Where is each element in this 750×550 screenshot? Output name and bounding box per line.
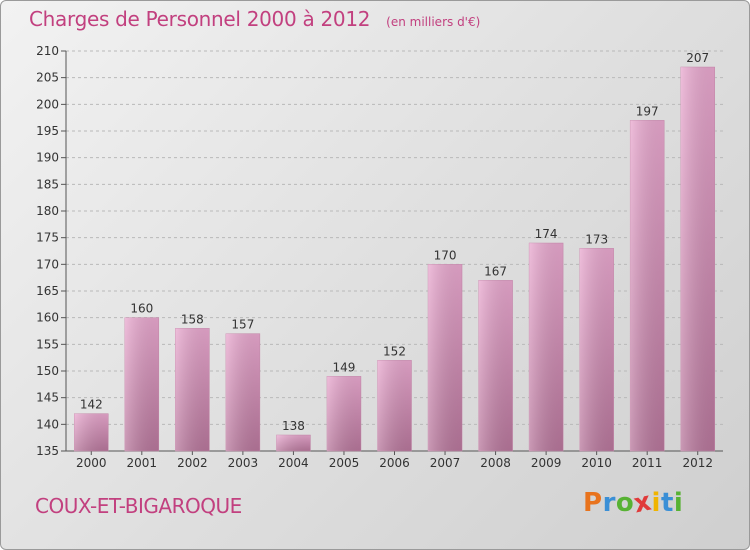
- y-tick-label: 185: [36, 177, 59, 191]
- x-tick-label-2009: 2009: [531, 456, 562, 470]
- bar-shade-2000: [74, 413, 109, 451]
- bar-shade-2001: [124, 317, 159, 451]
- y-tick-label: 195: [36, 124, 59, 138]
- logo-letter: i: [651, 488, 661, 518]
- data-label-2004: 138: [282, 419, 305, 433]
- y-tick-label: 170: [36, 257, 59, 271]
- bar-shade-2003: [225, 333, 260, 451]
- y-tick-label: 210: [36, 44, 59, 58]
- y-tick-label: 180: [36, 204, 59, 218]
- logo-letter: o: [615, 488, 635, 518]
- title-row: Charges de Personnel 2000 à 2012 (en mill…: [29, 7, 480, 31]
- bar-shade-2002: [175, 328, 210, 451]
- logo-letter: t: [660, 488, 674, 518]
- x-tick-label-2008: 2008: [480, 456, 511, 470]
- y-tick-label: 135: [36, 444, 59, 458]
- bar-shade-2004: [276, 435, 311, 451]
- data-label-2007: 170: [434, 248, 457, 262]
- data-label-2001: 160: [130, 302, 153, 316]
- bar-shade-2006: [377, 360, 412, 451]
- y-tick-label: 165: [36, 284, 59, 298]
- data-label-2011: 197: [636, 104, 659, 118]
- y-tick-label: 160: [36, 311, 59, 325]
- data-label-2009: 174: [535, 227, 558, 241]
- y-tick-label: 155: [36, 337, 59, 351]
- data-label-2006: 152: [383, 344, 406, 358]
- x-tick-label-2001: 2001: [127, 456, 158, 470]
- commune-name: COUX-ET-BIGAROQUE: [35, 494, 242, 518]
- bar-shade-2009: [529, 243, 564, 451]
- data-label-2010: 173: [585, 232, 608, 246]
- chart-subtitle: (en milliers d'€): [386, 15, 481, 29]
- x-tick-label-2010: 2010: [581, 456, 612, 470]
- bar-shade-2010: [579, 248, 614, 451]
- x-tick-label-2000: 2000: [76, 456, 107, 470]
- x-tick-label-2002: 2002: [177, 456, 208, 470]
- x-tick-label-2006: 2006: [379, 456, 410, 470]
- logo-letter: r: [602, 488, 616, 518]
- y-tick-label: 190: [36, 151, 59, 165]
- logo-letter: P: [583, 488, 603, 518]
- y-tick-label: 150: [36, 364, 59, 378]
- x-tick-label-2012: 2012: [682, 456, 713, 470]
- proxiti-logo: Proxiti: [583, 487, 684, 520]
- y-tick-label: 145: [36, 391, 59, 405]
- y-tick-label: 200: [36, 97, 59, 111]
- data-label-2012: 207: [686, 51, 709, 65]
- y-tick-label: 205: [36, 71, 59, 85]
- bar-shade-2007: [428, 264, 463, 451]
- chart-title: Charges de Personnel 2000 à 2012: [29, 7, 371, 31]
- data-label-2002: 158: [181, 312, 204, 326]
- data-label-2000: 142: [80, 398, 103, 412]
- x-tick-label-2003: 2003: [228, 456, 259, 470]
- logo-letter: i: [673, 488, 684, 518]
- bar-shade-2008: [478, 280, 513, 451]
- y-tick-label: 175: [36, 231, 59, 245]
- x-tick-label-2011: 2011: [632, 456, 663, 470]
- x-tick-label-2004: 2004: [278, 456, 309, 470]
- bar-shade-2012: [680, 67, 715, 451]
- data-label-2005: 149: [333, 360, 356, 374]
- y-tick-label: 140: [36, 417, 59, 431]
- data-label-2008: 167: [484, 264, 507, 278]
- bar-shade-2005: [326, 376, 361, 451]
- data-label-2003: 157: [231, 318, 254, 332]
- x-tick-label-2007: 2007: [430, 456, 461, 470]
- x-tick-label-2005: 2005: [329, 456, 360, 470]
- bar-shade-2011: [630, 120, 665, 451]
